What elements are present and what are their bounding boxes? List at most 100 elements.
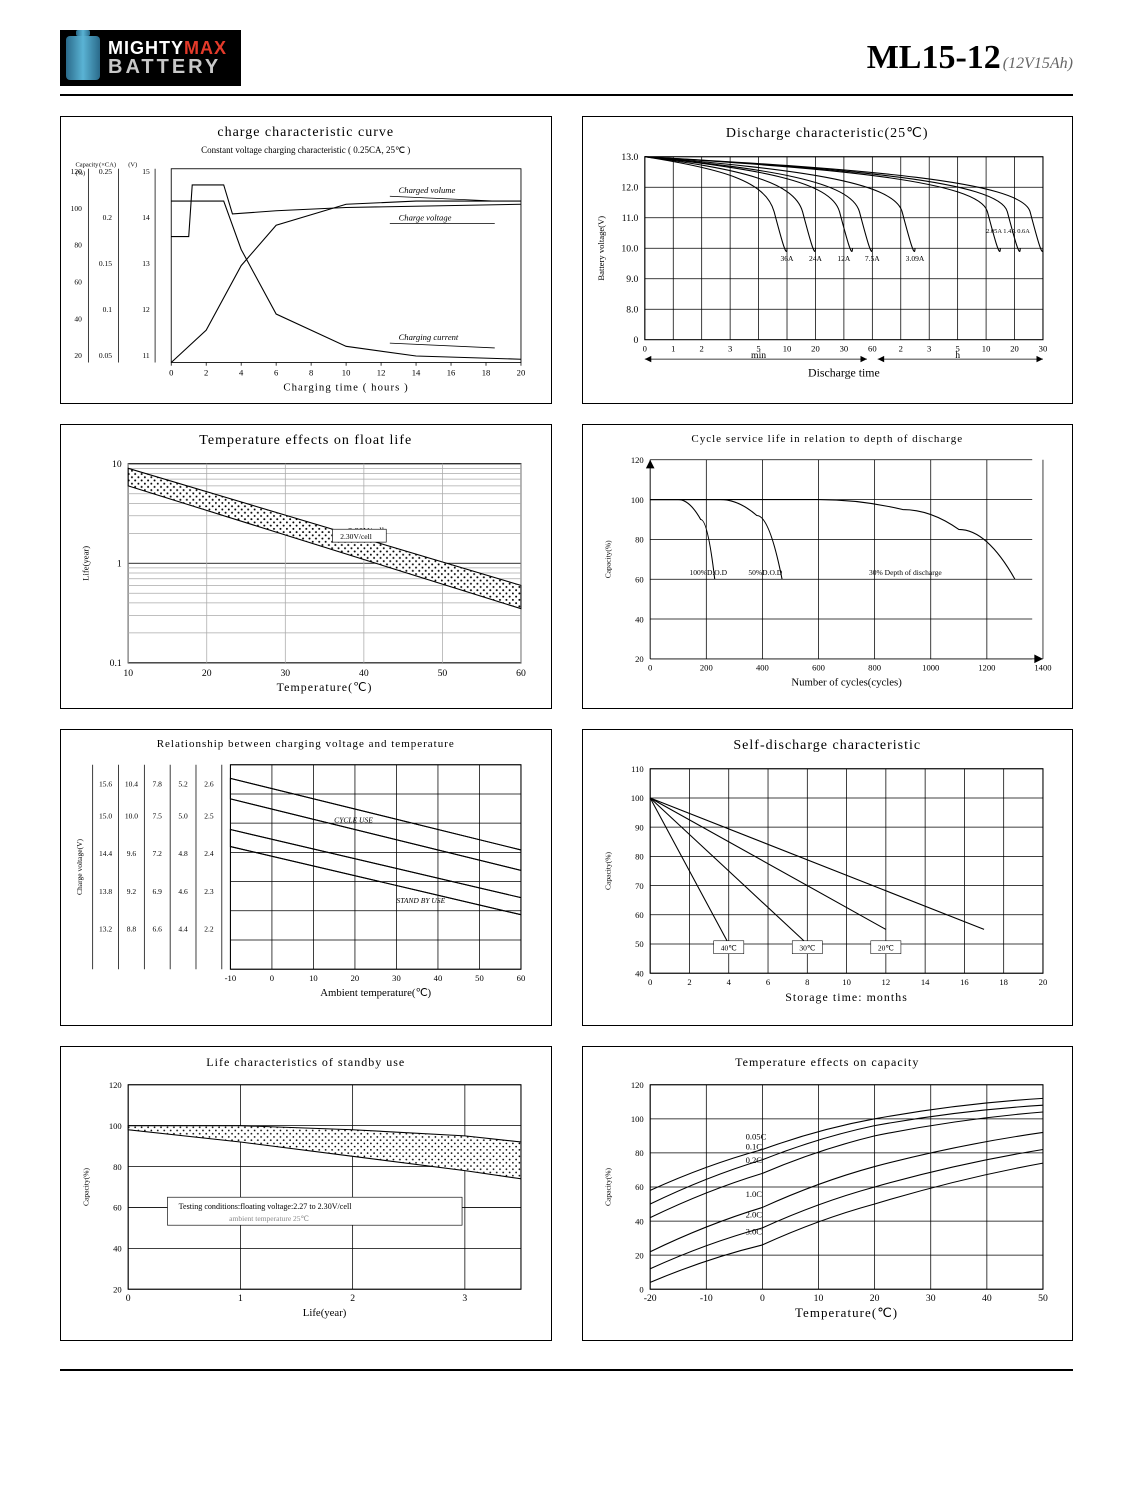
chart-title: Relationship between charging voltage an…: [69, 738, 543, 750]
svg-text:0: 0: [270, 973, 274, 983]
svg-text:3.0C: 3.0C: [745, 1226, 762, 1236]
panel-discharge: Discharge characteristic(25℃) 13.012.011…: [582, 116, 1074, 404]
svg-text:7.2: 7.2: [153, 849, 163, 858]
brand-text: MIGHTYMAX BATTERY: [108, 39, 227, 77]
svg-text:Life(year): Life(year): [80, 546, 90, 581]
svg-text:2.2: 2.2: [204, 925, 214, 934]
svg-text:10: 10: [123, 668, 133, 679]
svg-text:100: 100: [630, 1114, 643, 1124]
svg-text:15: 15: [142, 167, 150, 176]
chart-title: Self-discharge characteristic: [591, 738, 1065, 754]
svg-text:Charging time ( hours ): Charging time ( hours ): [283, 381, 408, 393]
svg-text:6: 6: [274, 367, 279, 377]
svg-text:2: 2: [204, 367, 208, 377]
panel-charge-volt-temp: Relationship between charging voltage an…: [60, 729, 552, 1025]
brand-top: MIGHTY: [108, 38, 184, 58]
svg-text:24A: 24A: [808, 254, 822, 263]
svg-text:1200: 1200: [978, 662, 995, 672]
svg-text:4.8: 4.8: [178, 849, 188, 858]
svg-text:40℃: 40℃: [720, 944, 737, 953]
svg-text:14.4: 14.4: [99, 849, 112, 858]
svg-text:60: 60: [868, 344, 877, 354]
svg-text:20: 20: [351, 973, 360, 983]
svg-text:200: 200: [699, 662, 712, 672]
svg-text:8.0: 8.0: [626, 304, 638, 315]
svg-text:80: 80: [635, 852, 644, 862]
svg-text:4.4: 4.4: [178, 925, 188, 934]
svg-text:0.2C: 0.2C: [745, 1155, 762, 1165]
svg-text:Life(year): Life(year): [303, 1307, 347, 1319]
svg-text:Discharge time: Discharge time: [808, 365, 880, 379]
svg-text:20℃: 20℃: [877, 944, 894, 953]
svg-text:60: 60: [635, 910, 644, 920]
svg-text:0: 0: [648, 977, 652, 987]
svg-text:100: 100: [630, 495, 643, 505]
svg-text:Testing conditions:floating vo: Testing conditions:floating voltage:2.27…: [179, 1202, 353, 1211]
svg-text:0: 0: [633, 335, 638, 346]
svg-text:20: 20: [1010, 344, 1019, 354]
svg-text:STAND BY USE: STAND BY USE: [396, 896, 445, 905]
svg-text:12: 12: [377, 367, 386, 377]
svg-text:2: 2: [350, 1293, 355, 1304]
svg-text:0.2: 0.2: [103, 213, 113, 222]
svg-text:Charged volume: Charged volume: [399, 185, 456, 195]
svg-text:3: 3: [727, 344, 731, 354]
footer-rule: [60, 1369, 1073, 1371]
svg-text:13.8: 13.8: [99, 887, 112, 896]
svg-text:0.1: 0.1: [110, 658, 122, 669]
svg-text:Charging current: Charging current: [399, 332, 459, 342]
svg-text:7.5: 7.5: [153, 812, 163, 821]
svg-text:100: 100: [71, 204, 83, 213]
svg-text:20: 20: [635, 1250, 644, 1260]
svg-text:80: 80: [635, 1148, 644, 1158]
svg-text:2.6: 2.6: [204, 780, 214, 789]
svg-text:2: 2: [898, 344, 902, 354]
chart-self-discharge: 11010090807060504002468101214161820Stora…: [591, 758, 1065, 1016]
svg-text:10.0: 10.0: [125, 812, 138, 821]
svg-text:15.6: 15.6: [99, 780, 112, 789]
svg-text:15.0: 15.0: [99, 812, 112, 821]
chart-charge-volt-temp: -100102030405060Ambient temperature(℃)Ch…: [69, 754, 543, 1012]
svg-text:8: 8: [805, 977, 809, 987]
svg-text:3: 3: [927, 344, 931, 354]
svg-text:600: 600: [812, 662, 825, 672]
svg-text:14: 14: [920, 977, 929, 987]
svg-text:13.2: 13.2: [99, 925, 112, 934]
svg-text:100%D.O.D: 100%D.O.D: [689, 568, 727, 577]
svg-text:16: 16: [960, 977, 969, 987]
svg-text:40: 40: [635, 1216, 644, 1226]
svg-text:30% Depth of discharge: 30% Depth of discharge: [869, 568, 942, 577]
svg-text:7.8: 7.8: [153, 780, 163, 789]
svg-text:2.5: 2.5: [204, 812, 214, 821]
svg-text:ambient temperature 25℃: ambient temperature 25℃: [229, 1213, 309, 1222]
svg-text:0.15: 0.15: [99, 259, 112, 268]
svg-text:2.05A 1.4A 0.6A: 2.05A 1.4A 0.6A: [986, 228, 1030, 235]
svg-text:60: 60: [635, 1182, 644, 1192]
svg-text:50: 50: [438, 668, 448, 679]
panel-float-life: Temperature effects on float life 1010.1…: [60, 424, 552, 710]
chart-discharge: 13.012.011.010.09.08.00Battery voltage(V…: [591, 146, 1065, 394]
svg-text:1.0C: 1.0C: [745, 1189, 762, 1199]
svg-text:6.6: 6.6: [153, 925, 163, 934]
svg-text:20: 20: [202, 668, 212, 679]
svg-text:12A: 12A: [837, 254, 851, 263]
svg-text:1000: 1000: [922, 662, 939, 672]
svg-text:4: 4: [239, 367, 244, 377]
svg-text:11.0: 11.0: [621, 213, 638, 224]
svg-text:2: 2: [687, 977, 691, 987]
svg-text:10: 10: [842, 977, 851, 987]
svg-text:9.2: 9.2: [127, 887, 137, 896]
svg-text:30: 30: [392, 973, 401, 983]
svg-text:8: 8: [309, 367, 313, 377]
svg-text:13: 13: [142, 259, 150, 268]
chart-standby-life: 120100806040200123Life(year)Capacity(%)T…: [69, 1074, 543, 1332]
svg-text:4: 4: [726, 977, 731, 987]
svg-text:40: 40: [359, 668, 369, 679]
svg-text:min: min: [751, 350, 766, 361]
svg-text:Capacity(%): Capacity(%): [603, 1167, 612, 1205]
svg-text:30: 30: [280, 668, 290, 679]
brand-bottom: BATTERY: [108, 57, 227, 77]
svg-text:80: 80: [74, 241, 82, 250]
svg-text:1400: 1400: [1034, 662, 1051, 672]
svg-text:2.3: 2.3: [204, 887, 214, 896]
